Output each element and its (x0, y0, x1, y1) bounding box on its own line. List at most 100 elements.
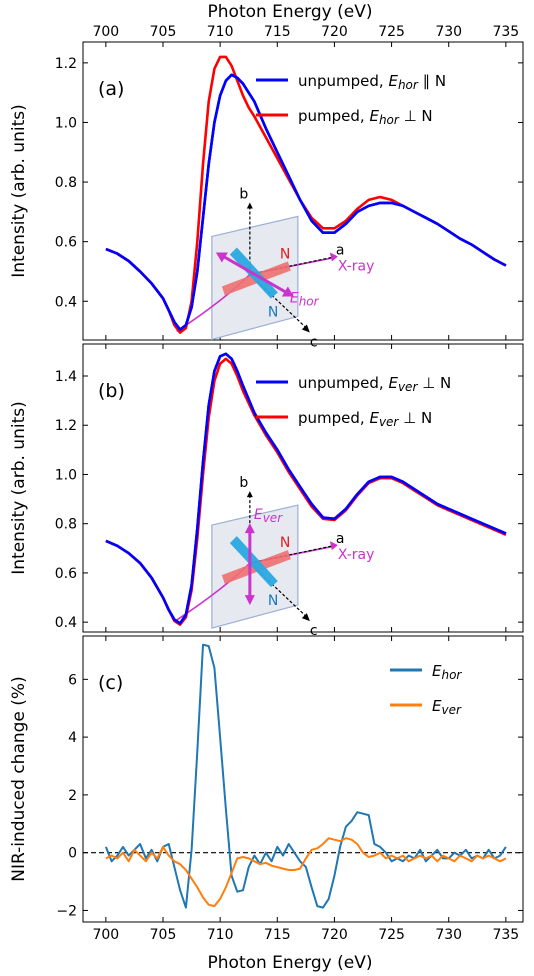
legend-label-symbol: E (388, 72, 398, 90)
axis-c (249, 562, 309, 619)
panel-label: (b) (98, 380, 125, 402)
field-label-subscript: hor (299, 294, 320, 308)
panel-label: (c) (98, 672, 123, 694)
field-arrowhead (215, 252, 228, 263)
series-line-2 (105, 357, 507, 626)
y-tick-label: 1.2 (55, 418, 77, 434)
axis-c-label: c (310, 334, 318, 350)
legend-label-prefix: pumped, (298, 107, 369, 125)
legend-label-symbol: E (432, 697, 442, 715)
legend-label: Ehor (432, 662, 462, 682)
pumped-n-label: N (280, 246, 290, 262)
y-axis-title: NIR-induced change (%) (9, 676, 29, 881)
plot-frame (82, 635, 524, 923)
legend-label-relation: ⊥ N (399, 107, 433, 125)
x-tick-label: 700 (92, 927, 119, 943)
legend-label: unpumped, Ehor ∥ N (298, 72, 446, 92)
x-tick-label-top: 720 (321, 24, 348, 40)
x-tick-label-top: 715 (264, 24, 291, 40)
y-tick-label: 6 (68, 672, 77, 688)
unpumped-n-label: N (268, 304, 278, 320)
series-line-1 (105, 352, 507, 625)
y-tick-label: 2 (68, 788, 77, 804)
y-tick-label: 1.2 (55, 56, 77, 72)
x-tick-label: 735 (492, 927, 519, 943)
legend-label-prefix: pumped, (298, 409, 369, 427)
field-label-symbol: E (254, 507, 263, 523)
y-tick-label: 0.8 (55, 517, 77, 533)
legend-label-symbol: E (432, 662, 442, 680)
x-tick-label: 715 (264, 927, 291, 943)
panel-b: 0.4 0.6 0.8 1.0 1.2 1.4 Intensity (arb. units)… (9, 343, 524, 639)
legend-label-subscript: hor (379, 113, 400, 127)
y-tick-label: 0 (68, 846, 77, 862)
y-tick-label: 4 (68, 730, 77, 746)
series-line-1 (104, 643, 507, 909)
legend-label-subscript: ver (441, 703, 461, 717)
field-arrow (219, 253, 291, 296)
legend-label-symbol: E (369, 409, 379, 427)
axis-c-arrowhead (301, 613, 310, 622)
x-tick-label-top: 705 (150, 24, 177, 40)
x-tick-label: 725 (378, 927, 405, 943)
x-tick-label-top: 730 (435, 24, 462, 40)
unpumped-n-slab (229, 536, 278, 588)
y-tick-label: 1.0 (55, 467, 77, 483)
xray-label: X-ray (338, 258, 375, 274)
series-line-1-overlay (105, 352, 507, 625)
x-tick-label: 720 (321, 927, 348, 943)
x-tick-label-top: 710 (207, 24, 234, 40)
y-tick-label: 0.4 (55, 615, 77, 631)
panel-label: (a) (98, 78, 124, 100)
top-x-axis-title: Photon Energy (eV) (208, 2, 373, 22)
unpumped-n-label: N (268, 593, 278, 609)
legend-label-relation: ∥ N (418, 72, 446, 90)
x-tick-label-top: 725 (378, 24, 405, 40)
legend-label-subscript: hor (441, 668, 462, 682)
y-tick-label: 0.6 (55, 235, 77, 251)
axis-a (249, 256, 332, 276)
x-tick-label: 710 (207, 927, 234, 943)
legend-label-prefix: unpumped, (298, 374, 388, 392)
axis-c-label: c (310, 623, 318, 639)
plot-frame (82, 343, 524, 633)
y-tick-label: −2 (56, 903, 77, 919)
axis-a (249, 545, 332, 564)
y-tick-label: 1.0 (55, 115, 77, 131)
axis-b-label: b (239, 475, 248, 491)
legend-label-symbol: E (369, 107, 379, 125)
y-tick-label: 0.4 (55, 294, 77, 310)
y-axis-title: Intensity (arb. units) (9, 104, 29, 277)
axis-c-arrowhead (301, 324, 310, 333)
panel-a: 700 705 710 715 720 725 730 735 0.4 0.6 0.8 1.0 1.2 I… (9, 24, 524, 350)
legend-label-prefix: unpumped, (298, 72, 388, 90)
axis-c (249, 274, 309, 330)
axis-b-label: b (239, 186, 248, 202)
legend-label-relation: ⊥ N (417, 374, 451, 392)
legend-label-symbol: E (388, 374, 398, 392)
axis-b-arrowhead (246, 491, 253, 498)
y-tick-label: 0.8 (55, 175, 77, 191)
legend-label: pumped, Ehor ⊥ N (298, 107, 433, 127)
axis-b-arrowhead (246, 202, 253, 209)
x-tick-label: 730 (435, 927, 462, 943)
y-tick-label: 0.6 (55, 566, 77, 582)
field-label-subscript: ver (263, 511, 283, 525)
pumped-n-label: N (280, 535, 290, 551)
series-line-2 (105, 837, 507, 908)
legend-label: Ever (432, 697, 462, 717)
axis-a-label: a (336, 531, 345, 547)
plot-frame (82, 41, 524, 341)
legend-label-subscript: ver (398, 380, 418, 394)
panel-c: 700 705 710 715 720 725 730 735 −2 0 2 4 6 NIR-induce… (9, 635, 524, 943)
inset-schematic: b a c N N X-ray Ehor (176, 186, 375, 350)
x-tick-label-top: 700 (92, 24, 119, 40)
axis-a-label: a (336, 242, 345, 258)
legend-label-relation: ⊥ N (398, 409, 432, 427)
x-tick-label-top: 735 (492, 24, 519, 40)
field-arrowhead (281, 286, 294, 297)
field-arrowhead (244, 595, 255, 606)
field-label: Ever (254, 507, 283, 525)
inset-schematic: b a c N N X-ray Ever (176, 475, 374, 639)
